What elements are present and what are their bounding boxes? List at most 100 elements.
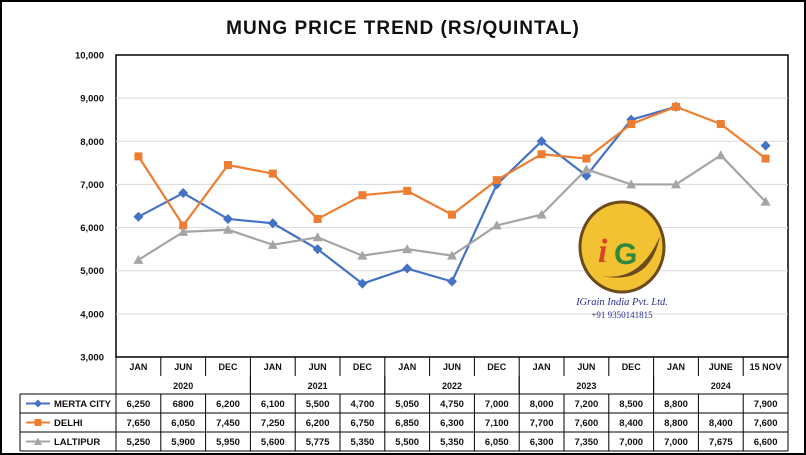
data-point-laltipur [491, 220, 502, 230]
data-label: 7,000 [619, 437, 643, 448]
data-point-laltipur [626, 179, 637, 189]
data-label: 6,250 [127, 399, 151, 410]
x-tick-label: JAN [533, 362, 551, 372]
x-tick-label: JAN [398, 362, 416, 372]
series-laltipur [133, 150, 771, 264]
data-point-delhi [627, 120, 636, 129]
data-table: JAN JUN DEC JAN JUN DEC JAN JUN DEC JAN JUN DEC JAN J… [19, 356, 789, 452]
data-label: 7,200 [575, 399, 599, 410]
data-point-laltipur [267, 239, 278, 249]
x-tick-label: JUN [443, 362, 461, 372]
data-point-laltipur [133, 254, 144, 264]
y-axis-ticks: 3,000 4,000 5,000 6,000 7,000 8,000 9,000 10,00… [75, 51, 104, 364]
data-point-delhi [716, 120, 725, 129]
data-point-delhi [448, 210, 456, 219]
x-year-label: 2024 [711, 381, 731, 391]
legend-marker-merta-city [34, 399, 42, 408]
logo-swoosh-shape [602, 236, 660, 278]
data-label: 7,100 [485, 418, 509, 429]
data-label: 5,250 [127, 437, 151, 448]
data-label: 5,500 [306, 399, 330, 410]
data-point-delhi [582, 154, 591, 163]
data-point-laltipur [357, 250, 368, 260]
series-merta-city [133, 101, 771, 289]
data-point-laltipur [312, 232, 323, 242]
y-tick-label: 9,000 [80, 94, 104, 105]
data-point-delhi [313, 214, 322, 223]
data-label: 6,750 [351, 418, 375, 429]
data-label: 5,350 [440, 437, 464, 448]
data-point-merta-city [223, 213, 233, 224]
logo-coin-shape [578, 200, 666, 294]
y-tick-label: 4,000 [80, 309, 104, 320]
data-point-delhi [403, 186, 412, 195]
data-label: 7,600 [754, 418, 778, 429]
data-point-delhi [179, 221, 188, 230]
data-label: 7,600 [575, 418, 599, 429]
data-label: 7,350 [575, 437, 599, 448]
data-point-merta-city [447, 276, 457, 287]
data-point-merta-city [536, 136, 547, 147]
data-label: 7,450 [216, 418, 240, 429]
data-label: 6,300 [530, 437, 554, 448]
data-label: 6,050 [171, 418, 195, 429]
data-label: 8,400 [619, 418, 643, 429]
x-tick-label: DEC [622, 362, 642, 372]
data-point-laltipur [671, 179, 681, 189]
data-point-merta-city [402, 263, 413, 274]
x-tick-label: JUNE [709, 362, 733, 372]
x-tick-label: JAN [129, 362, 147, 372]
data-label: 5,600 [261, 437, 285, 448]
legend-marker-laltipur [34, 437, 42, 445]
data-point-merta-city [312, 244, 323, 255]
data-label: 6,300 [440, 418, 464, 429]
logo-company-name: IGrain India Pvt. Ltd. [575, 297, 668, 308]
data-label: 8,000 [530, 399, 554, 410]
data-point-laltipur [581, 164, 592, 174]
data-label: 5,350 [351, 437, 375, 448]
data-label: 6,050 [485, 437, 509, 448]
data-label: 7,000 [485, 399, 509, 410]
data-point-merta-city [267, 218, 278, 229]
y-tick-label: 5,000 [80, 266, 104, 277]
x-tick-label: JAN [264, 362, 282, 372]
data-label: 7,250 [261, 418, 285, 429]
data-point-delhi [492, 176, 501, 185]
data-point-delhi [358, 191, 367, 200]
data-point-laltipur [447, 250, 457, 260]
data-label: 5,950 [216, 437, 240, 448]
y-tick-label: 8,000 [80, 137, 104, 148]
x-year-label: 2023 [576, 381, 596, 391]
y-tick-label: 3,000 [80, 353, 104, 364]
data-label: 6,850 [395, 418, 419, 429]
x-tick-label: JUN [309, 362, 327, 372]
logo-phone-number: +91 9350141815 [591, 310, 653, 320]
x-tick-label: 15 NOV [750, 362, 782, 372]
y-tick-label: 6,000 [80, 223, 104, 234]
data-point-merta-city [760, 140, 771, 151]
data-point-laltipur [178, 226, 189, 236]
plot-area [115, 54, 789, 358]
legend-marker-delhi [34, 419, 42, 426]
data-label: 6,100 [261, 399, 285, 410]
data-label: 6,600 [754, 437, 778, 448]
series-lines [133, 101, 771, 289]
data-label: 8,500 [619, 399, 643, 410]
data-label: 4,700 [351, 399, 375, 410]
data-point-delhi [537, 150, 546, 159]
data-label: 6,200 [306, 418, 330, 429]
data-point-delhi [672, 102, 680, 111]
data-label: 8,800 [664, 418, 688, 429]
series-delhi [134, 102, 770, 230]
data-point-merta-city [178, 188, 189, 199]
igrain-logo: i G IGrain India Pvt. Ltd. +91 935014181… [575, 200, 668, 320]
data-label: 6,200 [216, 399, 240, 410]
data-label: 5,500 [395, 437, 419, 448]
legend-label-laltipur: LALTIPUR [54, 437, 100, 448]
x-year-label: 2022 [442, 381, 462, 391]
data-point-laltipur [536, 209, 547, 219]
data-label: 7,700 [530, 418, 554, 429]
data-point-delhi [134, 152, 143, 161]
data-label: 8,400 [709, 418, 733, 429]
